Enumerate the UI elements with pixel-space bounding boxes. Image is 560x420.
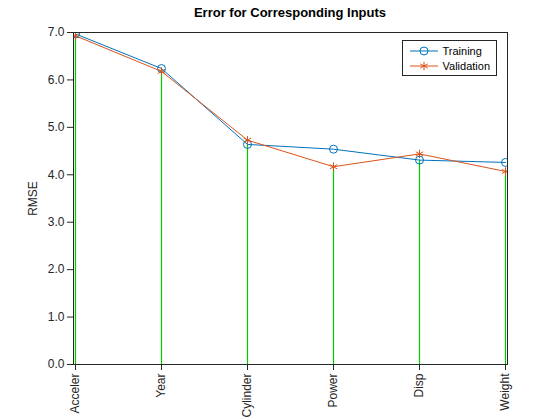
svg-text:Weight: Weight: [498, 373, 512, 411]
svg-text:1.0: 1.0: [48, 310, 65, 324]
html-text:Training: Training: [442, 44, 482, 57]
svg-text:4.0: 4.0: [48, 168, 65, 182]
html-text:Error for Corresponding Inputs: Error for Corresponding Inputs: [193, 5, 387, 20]
svg-text:RMSE: RMSE: [26, 181, 40, 216]
html-text:Validation: Validation: [442, 59, 490, 72]
svg-text:Cylinder: Cylinder: [240, 373, 254, 417]
svg-text:Acceler: Acceler: [68, 373, 82, 413]
svg-text:5.0: 5.0: [48, 120, 65, 134]
svg-text:Disp: Disp: [412, 373, 426, 397]
svg-text:Power: Power: [326, 373, 340, 407]
svg-text:3.0: 3.0: [48, 215, 65, 229]
svg-text:6.0: 6.0: [48, 73, 65, 87]
svg-text:0.0: 0.0: [48, 357, 65, 371]
svg-text:2.0: 2.0: [48, 262, 65, 276]
svg-text:Year: Year: [154, 374, 168, 398]
svg-text:7.0: 7.0: [48, 25, 65, 39]
